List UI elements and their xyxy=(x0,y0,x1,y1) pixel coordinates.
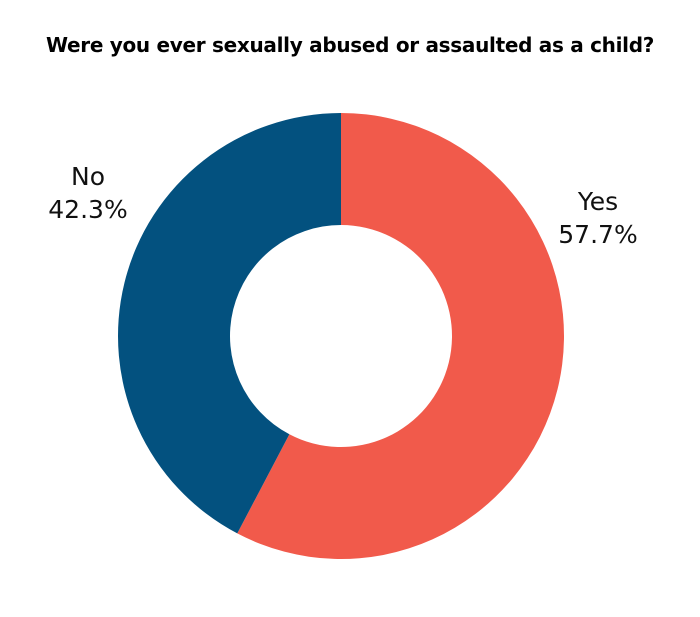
slice-label-yes: Yes 57.7% xyxy=(548,185,648,251)
chart-title: Were you ever sexually abused or assault… xyxy=(45,33,655,57)
donut-slice-yes xyxy=(237,113,565,559)
slice-label-no-name: No xyxy=(71,162,105,191)
slice-label-yes-value: 57.7% xyxy=(558,220,638,249)
slice-label-yes-name: Yes xyxy=(577,187,619,216)
donut-slice-no xyxy=(118,113,342,534)
slice-label-no-value: 42.3% xyxy=(48,195,128,224)
slice-label-no: No 42.3% xyxy=(38,160,138,226)
